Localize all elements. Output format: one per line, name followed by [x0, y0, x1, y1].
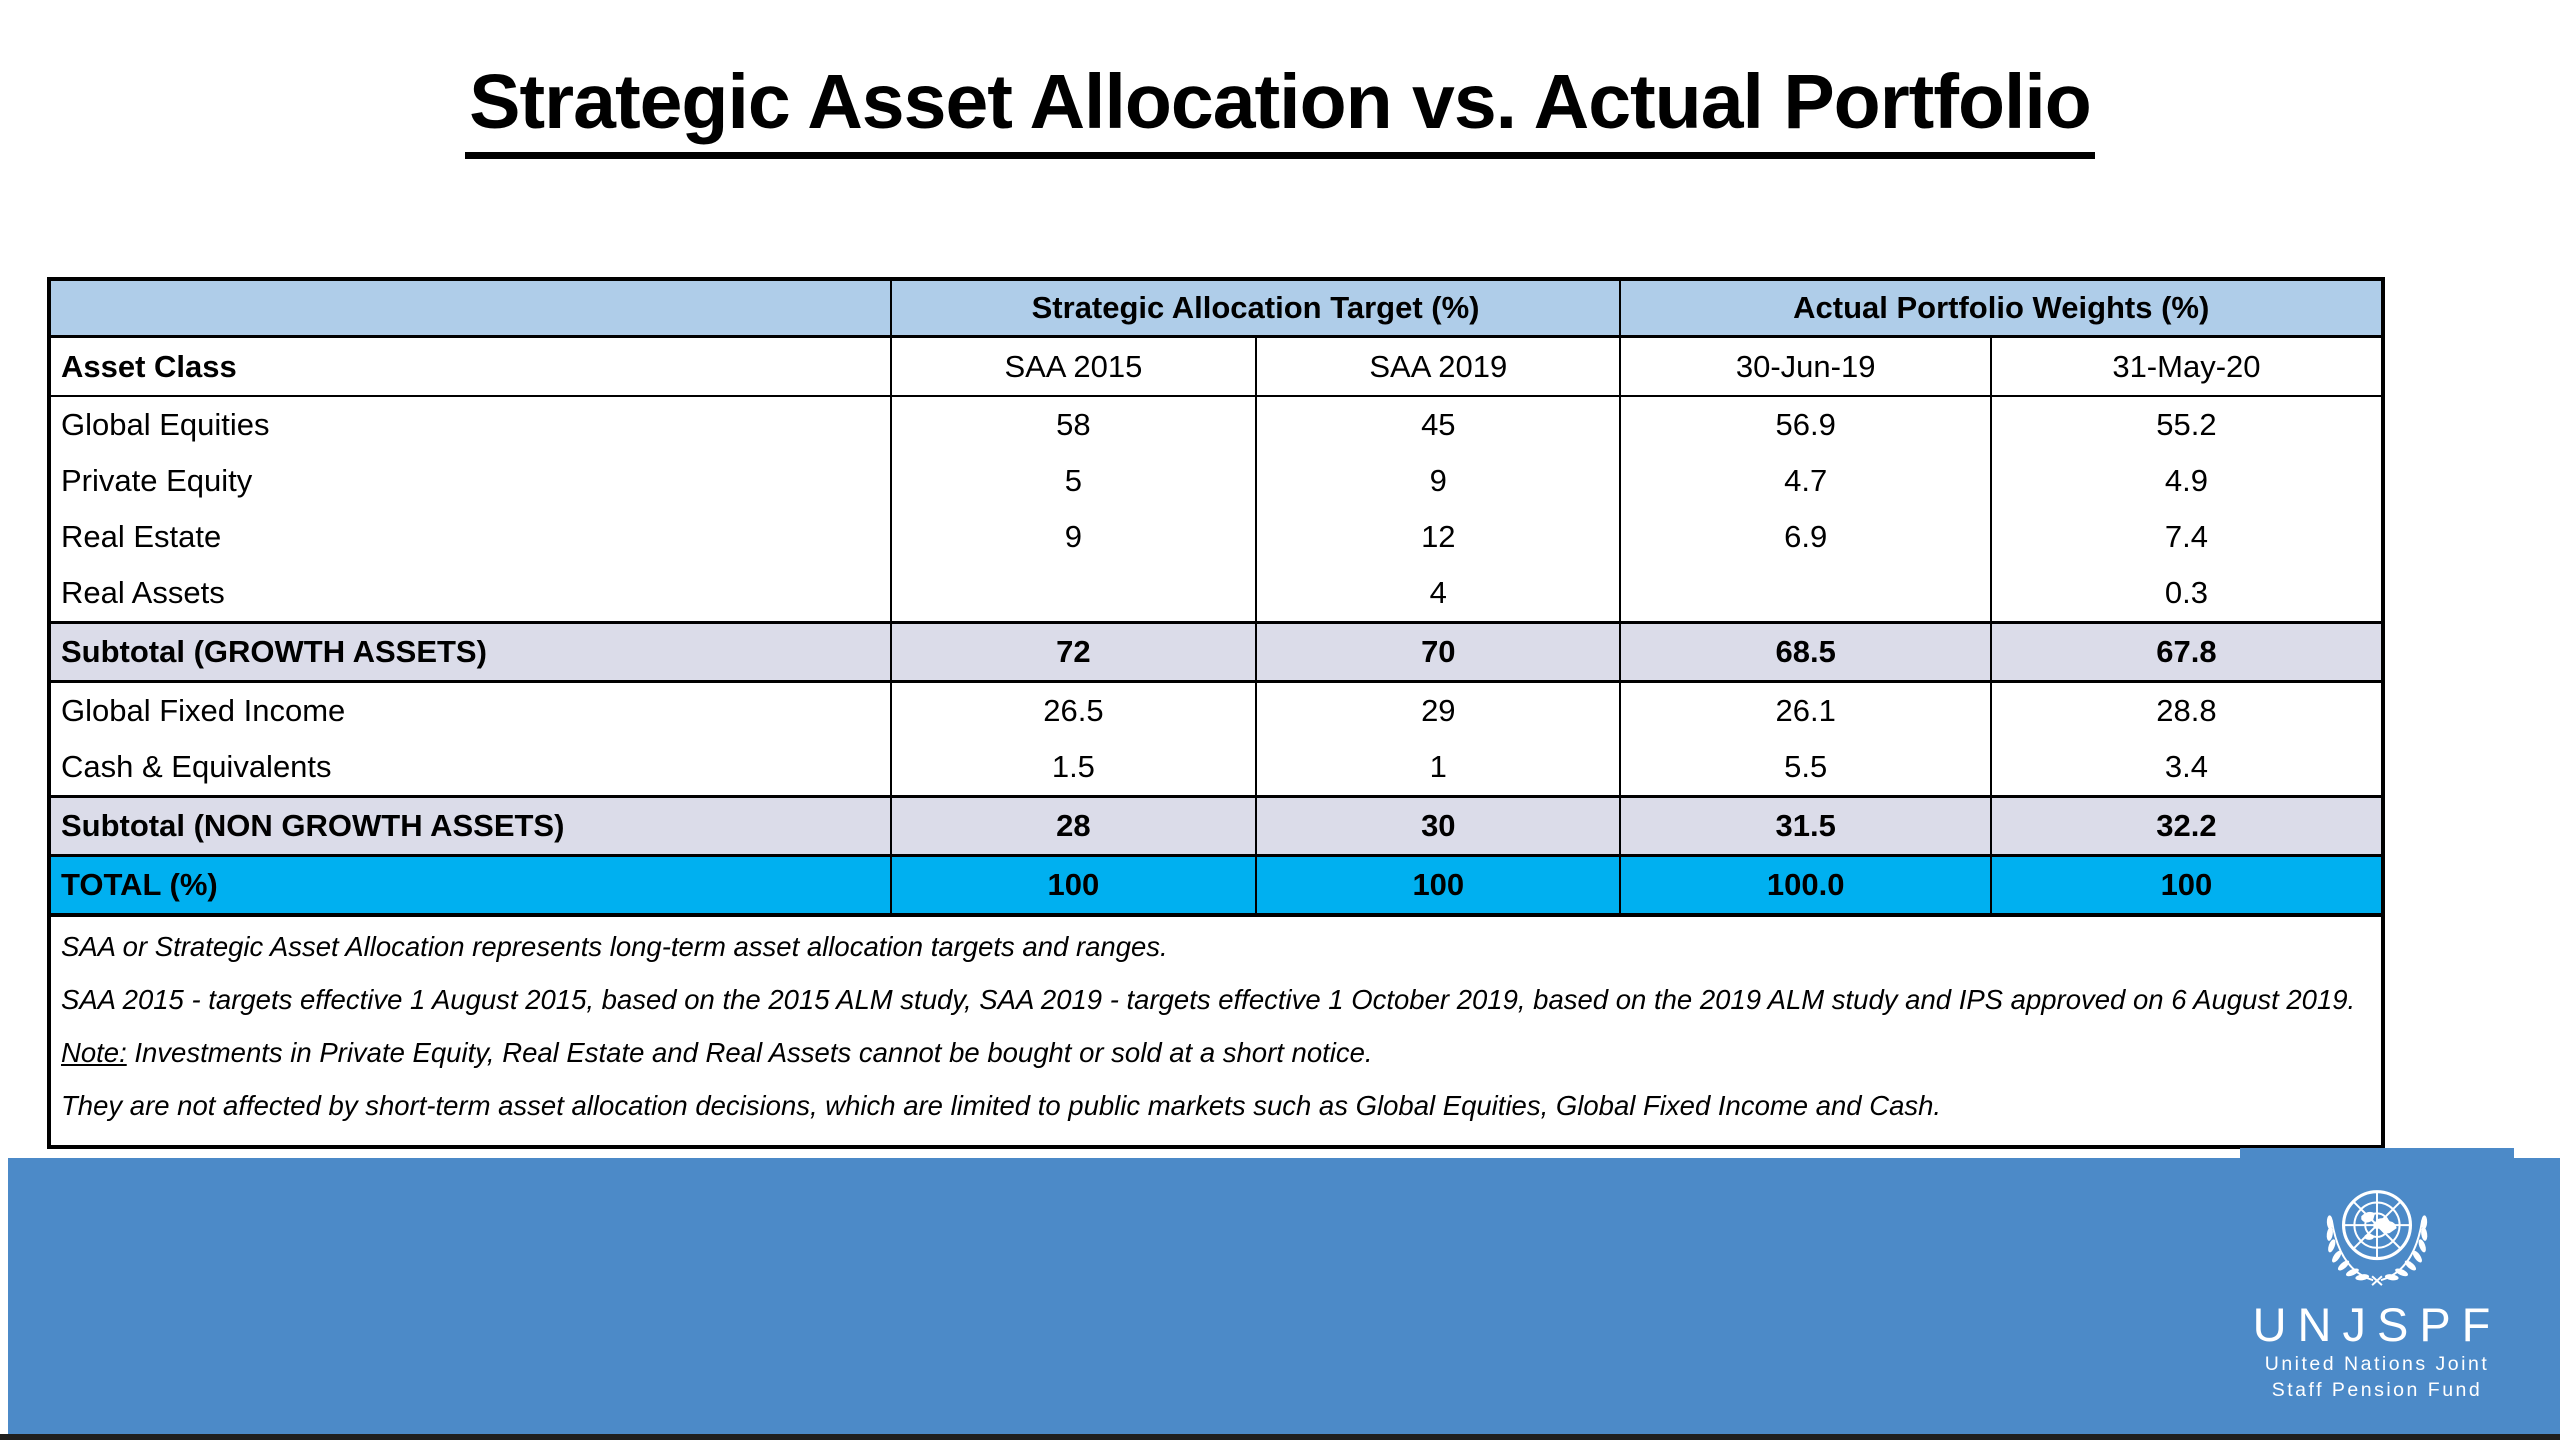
footnotes-row: SAA or Strategic Asset Allocation repres…	[49, 915, 2383, 1147]
cell-value: 4.7	[1619, 453, 1992, 509]
group-header-row: Strategic Allocation Target (%) Actual P…	[48, 279, 2384, 338]
row-label: Subtotal (NON GROWTH ASSETS)	[48, 795, 892, 857]
column-header-asset-class: Asset Class	[48, 336, 892, 397]
cell-value: 32.2	[1989, 795, 2385, 857]
cell-value: 26.5	[889, 681, 1258, 739]
cell-value: 5.5	[1619, 739, 1992, 797]
footnotes-cell: SAA or Strategic Asset Allocation repres…	[49, 915, 2383, 1147]
cell-value: 28.8	[1989, 681, 2385, 739]
allocation-table: Strategic Allocation Target (%) Actual P…	[47, 277, 2385, 1149]
cell-value: 100	[1989, 854, 2385, 917]
page-title: Strategic Asset Allocation vs. Actual Po…	[465, 60, 2095, 159]
column-header-row: Asset Class SAA 2015 SAA 2019 30-Jun-19 …	[48, 336, 2385, 397]
cell-value: 56.9	[1619, 396, 1992, 453]
row-label: Subtotal (GROWTH ASSETS)	[48, 621, 892, 683]
table-row: Cash & Equivalents 1.5 1 5.5 3.4	[48, 739, 2385, 797]
cell-value: 4	[1255, 565, 1622, 623]
table-row: Private Equity 5 9 4.7 4.9	[48, 453, 2385, 509]
logo-org-name-line2: Staff Pension Fund	[2271, 1379, 2483, 1401]
cell-value: 68.5	[1619, 621, 1992, 683]
group-header-strategic: Strategic Allocation Target (%)	[889, 279, 1622, 338]
group-header-blank	[48, 279, 892, 338]
unjspf-logo-block: UNJSPF United Nations Joint Staff Pensio…	[2240, 1148, 2514, 1434]
row-label: Private Equity	[48, 453, 892, 509]
cell-value: 58	[889, 396, 1258, 453]
cell-value: 29	[1255, 681, 1622, 739]
footnote-1-text: SAA or Strategic Asset Allocation repres…	[61, 931, 1168, 962]
table-row: Global Fixed Income 26.5 29 26.1 28.8	[48, 681, 2385, 739]
cell-value: 67.8	[1989, 621, 2385, 683]
cell-value: 1.5	[889, 739, 1258, 797]
footnote-4-text: They are not affected by short-term asse…	[61, 1090, 1942, 1121]
subtotal-non-growth-row: Subtotal (NON GROWTH ASSETS) 28 30 31.5 …	[48, 795, 2385, 857]
cell-value: 100	[889, 854, 1258, 917]
un-emblem-icon	[2326, 1190, 2428, 1286]
cell-value: 9	[889, 509, 1258, 565]
footnote-3-text: Investments in Private Equity, Real Esta…	[126, 1037, 1373, 1068]
cell-value: 30	[1255, 795, 1622, 857]
cell-value: 45	[1255, 396, 1622, 453]
column-header-saa-2015: SAA 2015	[889, 336, 1258, 397]
row-label: TOTAL (%)	[48, 854, 892, 917]
cell-value: 100.0	[1619, 854, 1992, 917]
title-wrap: Strategic Asset Allocation vs. Actual Po…	[0, 0, 2560, 159]
row-label: Real Estate	[48, 509, 892, 565]
bottom-edge-strip	[0, 1434, 2560, 1440]
column-header-saa-2019: SAA 2019	[1255, 336, 1622, 397]
table-row: Real Estate 9 12 6.9 7.4	[48, 509, 2385, 565]
cell-value	[1619, 565, 1992, 623]
row-label: Global Equities	[48, 396, 892, 453]
footnote-2: SAA 2015 - targets effective 1 August 20…	[61, 982, 2381, 1018]
cell-value: 100	[1255, 854, 1622, 917]
cell-value: 26.1	[1619, 681, 1992, 739]
subtotal-growth-row: Subtotal (GROWTH ASSETS) 72 70 68.5 67.8	[48, 621, 2385, 683]
cell-value: 72	[889, 621, 1258, 683]
row-label: Cash & Equivalents	[48, 739, 892, 797]
row-label: Real Assets	[48, 565, 892, 623]
cell-value: 1	[1255, 739, 1622, 797]
cell-value: 70	[1255, 621, 1622, 683]
footer-band	[8, 1158, 2560, 1434]
cell-value: 0.3	[1989, 565, 2385, 623]
column-header-30-jun-19: 30-Jun-19	[1619, 336, 1992, 397]
table-row: Global Equities 58 45 56.9 55.2	[48, 396, 2385, 453]
footnote-2-text: SAA 2015 - targets effective 1 August 20…	[61, 984, 2356, 1015]
cell-value	[889, 565, 1258, 623]
footnote-3: Note: Investments in Private Equity, Rea…	[61, 1035, 2381, 1071]
cell-value: 28	[889, 795, 1258, 857]
footnote-1: SAA or Strategic Asset Allocation repres…	[61, 929, 2381, 965]
cell-value: 12	[1255, 509, 1622, 565]
cell-value: 6.9	[1619, 509, 1992, 565]
cell-value: 31.5	[1619, 795, 1992, 857]
footnote-3-underline: Note:	[61, 1037, 127, 1068]
logo-org-name-line1: United Nations Joint	[2264, 1353, 2490, 1375]
logo-unjspf: UNJSPF	[2252, 1298, 2502, 1351]
cell-value: 4.9	[1989, 453, 2385, 509]
footnote-4: They are not affected by short-term asse…	[61, 1088, 2381, 1124]
table-row: Real Assets 4 0.3	[48, 565, 2385, 623]
group-header-actual: Actual Portfolio Weights (%)	[1619, 279, 2384, 338]
cell-value: 5	[889, 453, 1258, 509]
cell-value: 7.4	[1989, 509, 2385, 565]
cell-value: 55.2	[1989, 396, 2385, 453]
row-label: Global Fixed Income	[48, 681, 892, 739]
total-row: TOTAL (%) 100 100 100.0 100	[48, 854, 2385, 917]
column-header-31-may-20: 31-May-20	[1989, 336, 2385, 397]
cell-value: 3.4	[1989, 739, 2385, 797]
cell-value: 9	[1255, 453, 1622, 509]
